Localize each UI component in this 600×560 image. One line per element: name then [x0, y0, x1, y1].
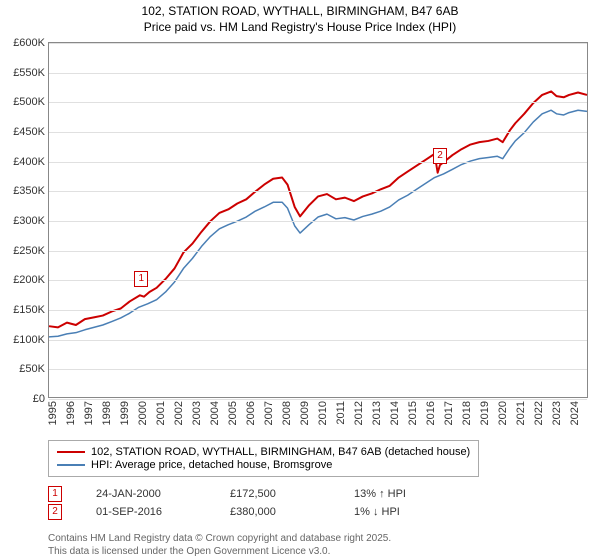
gridline-h: [49, 369, 587, 370]
x-tick-label: 1995: [47, 401, 59, 425]
x-tick-label: 2022: [533, 401, 545, 425]
chart-plot-area: £0£50K£100K£150K£200K£250K£300K£350K£400…: [48, 42, 588, 398]
legend-item: HPI: Average price, detached house, Brom…: [57, 459, 470, 471]
x-tick-label: 2003: [191, 401, 203, 425]
gridline-h: [49, 132, 587, 133]
transaction-marker-1: 1: [134, 271, 148, 287]
x-tick-label: 2023: [551, 401, 563, 425]
chart-title: 102, STATION ROAD, WYTHALL, BIRMINGHAM, …: [0, 0, 600, 35]
x-tick-label: 2017: [443, 401, 455, 425]
legend-swatch: [57, 451, 85, 453]
transaction-marker-2: 2: [433, 148, 447, 164]
y-tick-label: £0: [33, 393, 45, 405]
transaction-date: 24-JAN-2000: [96, 488, 196, 500]
title-line-1: 102, STATION ROAD, WYTHALL, BIRMINGHAM, …: [142, 4, 459, 18]
title-line-2: Price paid vs. HM Land Registry's House …: [144, 20, 456, 34]
x-tick-label: 2005: [227, 401, 239, 425]
transaction-index: 1: [48, 486, 62, 502]
x-tick-label: 1998: [101, 401, 113, 425]
transaction-delta: 13% ↑ HPI: [354, 488, 406, 500]
gridline-h: [49, 251, 587, 252]
gridline-h: [49, 310, 587, 311]
x-tick-label: 2010: [317, 401, 329, 425]
x-tick-label: 2009: [299, 401, 311, 425]
legend-label: HPI: Average price, detached house, Brom…: [91, 459, 332, 471]
legend-swatch: [57, 464, 85, 466]
x-tick-label: 2013: [371, 401, 383, 425]
footer-attribution: Contains HM Land Registry data © Crown c…: [48, 532, 391, 558]
y-tick-label: £550K: [13, 67, 45, 79]
y-tick-label: £250K: [13, 245, 45, 257]
x-tick-label: 2004: [209, 401, 221, 425]
x-tick-label: 2008: [281, 401, 293, 425]
x-tick-label: 2007: [263, 401, 275, 425]
x-tick-label: 2019: [479, 401, 491, 425]
gridline-h: [49, 340, 587, 341]
gridline-h: [49, 162, 587, 163]
x-tick-label: 2006: [245, 401, 257, 425]
gridline-h: [49, 43, 587, 44]
y-tick-label: £600K: [13, 37, 45, 49]
x-tick-label: 2014: [389, 401, 401, 425]
y-tick-label: £300K: [13, 215, 45, 227]
x-tick-label: 2016: [425, 401, 437, 425]
y-tick-label: £400K: [13, 156, 45, 168]
gridline-h: [49, 221, 587, 222]
gridline-h: [49, 102, 587, 103]
x-tick-label: 1997: [83, 401, 95, 425]
y-tick-label: £100K: [13, 334, 45, 346]
y-tick-label: £450K: [13, 126, 45, 138]
transaction-row: 1 24-JAN-2000 £172,500 13% ↑ HPI: [48, 486, 406, 502]
y-tick-label: £350K: [13, 185, 45, 197]
x-tick-label: 2011: [335, 401, 347, 425]
gridline-h: [49, 73, 587, 74]
y-tick-label: £150K: [13, 304, 45, 316]
series-price_paid: [49, 91, 587, 327]
y-tick-label: £500K: [13, 96, 45, 108]
legend-label: 102, STATION ROAD, WYTHALL, BIRMINGHAM, …: [91, 446, 470, 458]
x-tick-label: 2024: [569, 401, 581, 425]
series-hpi: [49, 110, 587, 337]
legend: 102, STATION ROAD, WYTHALL, BIRMINGHAM, …: [48, 440, 479, 477]
x-tick-label: 2021: [515, 401, 527, 425]
transaction-delta: 1% ↓ HPI: [354, 506, 400, 518]
gridline-h: [49, 280, 587, 281]
y-tick-label: £50K: [19, 363, 45, 375]
transaction-date: 01-SEP-2016: [96, 506, 196, 518]
x-tick-label: 2000: [137, 401, 149, 425]
legend-item: 102, STATION ROAD, WYTHALL, BIRMINGHAM, …: [57, 446, 470, 458]
transaction-index: 2: [48, 504, 62, 520]
x-tick-label: 2012: [353, 401, 365, 425]
x-tick-label: 1996: [65, 401, 77, 425]
gridline-h: [49, 399, 587, 400]
transaction-price: £172,500: [230, 488, 320, 500]
transaction-row: 2 01-SEP-2016 £380,000 1% ↓ HPI: [48, 504, 400, 520]
y-tick-label: £200K: [13, 274, 45, 286]
x-tick-label: 1999: [119, 401, 131, 425]
x-tick-label: 2001: [155, 401, 167, 425]
x-tick-label: 2002: [173, 401, 185, 425]
x-tick-label: 2020: [497, 401, 509, 425]
footer-line-1: Contains HM Land Registry data © Crown c…: [48, 533, 391, 544]
gridline-h: [49, 191, 587, 192]
footer-line-2: This data is licensed under the Open Gov…: [48, 546, 330, 557]
x-tick-label: 2015: [407, 401, 419, 425]
chart-lines: [49, 43, 587, 397]
x-tick-label: 2018: [461, 401, 473, 425]
transaction-price: £380,000: [230, 506, 320, 518]
